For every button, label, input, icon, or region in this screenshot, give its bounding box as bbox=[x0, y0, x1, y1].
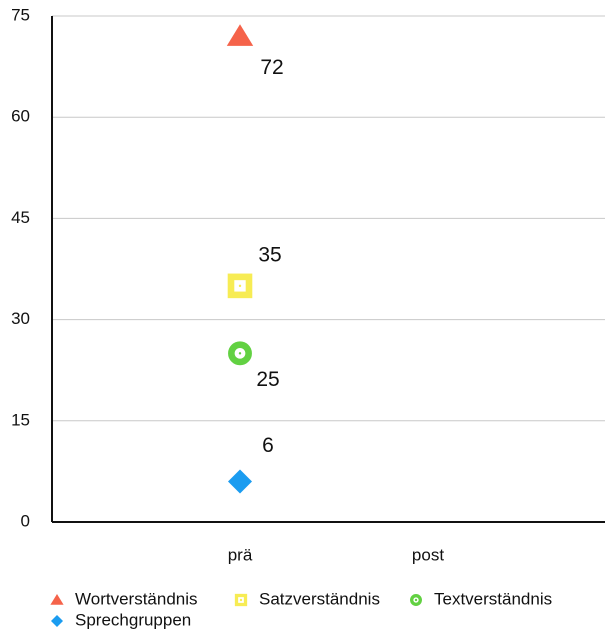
marker-dot bbox=[239, 598, 243, 602]
marker-circle bbox=[410, 594, 422, 606]
marker-diamond bbox=[51, 615, 63, 627]
marker-square bbox=[234, 593, 248, 607]
marker-triangle bbox=[50, 594, 64, 605]
legend-label: Textverständnis bbox=[434, 589, 552, 608]
marker-square bbox=[227, 273, 253, 299]
marker-dot bbox=[238, 352, 242, 355]
data-label: 25 bbox=[256, 368, 279, 391]
y-tick-label: 30 bbox=[11, 309, 30, 328]
marker-triangle bbox=[226, 24, 254, 46]
legend-label: Wortverständnis bbox=[75, 589, 198, 608]
y-tick-label: 60 bbox=[11, 107, 30, 126]
legend-label: Satzverständnis bbox=[259, 589, 380, 608]
x-tick-label: prä bbox=[228, 545, 253, 564]
y-tick-label: 75 bbox=[11, 5, 30, 24]
data-label: 35 bbox=[258, 243, 281, 266]
y-tick-label: 0 bbox=[21, 511, 30, 530]
marker-dot bbox=[238, 284, 242, 288]
marker-dot bbox=[414, 598, 418, 602]
data-label: 6 bbox=[262, 434, 274, 457]
marker-diamond bbox=[228, 469, 252, 494]
legend-label: Sprechgruppen bbox=[75, 610, 191, 629]
marker-circle bbox=[228, 341, 252, 366]
y-tick-label: 45 bbox=[11, 208, 30, 227]
y-tick-label: 15 bbox=[11, 410, 30, 429]
data-label: 72 bbox=[260, 56, 283, 79]
x-tick-label: post bbox=[412, 545, 444, 564]
